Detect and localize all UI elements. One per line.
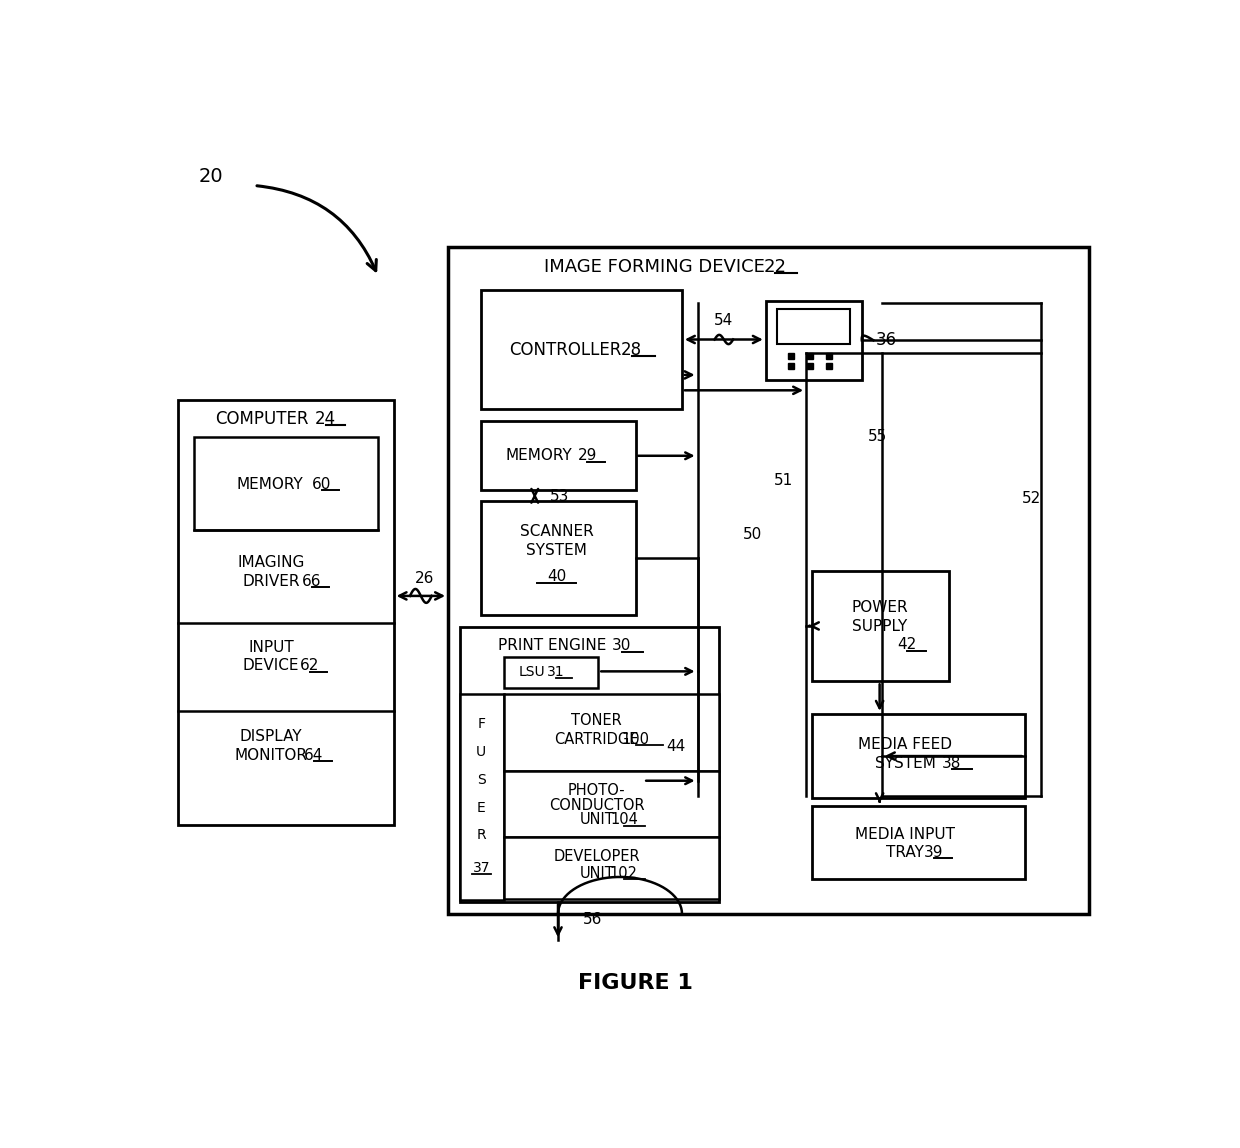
Text: POWER: POWER (852, 600, 908, 615)
Text: 38: 38 (942, 755, 961, 770)
Text: MEMORY: MEMORY (237, 476, 303, 491)
Text: INPUT: INPUT (248, 639, 294, 656)
Text: LSU: LSU (520, 665, 546, 680)
Text: 100: 100 (621, 731, 650, 746)
Text: S: S (477, 773, 486, 786)
Bar (812, 714, 1024, 798)
Text: MEDIA INPUT: MEDIA INPUT (856, 827, 955, 843)
Bar (812, 806, 1024, 878)
Text: 26: 26 (415, 572, 434, 587)
Bar (481, 290, 682, 409)
Bar (503, 693, 719, 770)
Bar (626, 773, 644, 789)
Bar (503, 657, 598, 688)
Text: 24: 24 (315, 410, 336, 428)
Text: SCANNER: SCANNER (520, 525, 593, 540)
Text: 29: 29 (578, 448, 598, 464)
Text: CONDUCTOR: CONDUCTOR (549, 798, 645, 813)
Text: CARTRIDGE: CARTRIDGE (554, 731, 639, 746)
Bar (766, 301, 862, 380)
Text: 52: 52 (1022, 490, 1040, 505)
Text: 53: 53 (551, 489, 569, 504)
Bar (179, 400, 394, 824)
Text: 44: 44 (667, 738, 686, 753)
Text: TONER: TONER (572, 713, 622, 728)
Bar (481, 502, 635, 615)
Text: 54: 54 (714, 312, 734, 327)
Text: TRAY: TRAY (887, 845, 924, 860)
Bar (503, 837, 719, 899)
Text: 20: 20 (198, 166, 223, 186)
Text: SUPPLY: SUPPLY (852, 619, 908, 634)
Bar (812, 571, 950, 682)
Text: E: E (477, 800, 486, 815)
Text: UNIT: UNIT (579, 813, 614, 828)
Text: 37: 37 (472, 861, 490, 875)
Text: 39: 39 (924, 845, 944, 860)
Text: 62: 62 (300, 659, 320, 674)
Text: CONTROLLER: CONTROLLER (510, 341, 622, 358)
Text: PHOTO-: PHOTO- (568, 783, 625, 798)
Text: 51: 51 (774, 473, 792, 488)
Text: DEVELOPER: DEVELOPER (553, 848, 640, 863)
Text: 28: 28 (621, 341, 642, 358)
Text: 60: 60 (312, 476, 331, 491)
Text: UNIT: UNIT (579, 866, 614, 881)
Text: 104: 104 (610, 813, 637, 828)
Text: DRIVER: DRIVER (243, 574, 300, 589)
Bar (448, 247, 1089, 914)
Bar (481, 421, 635, 490)
Text: 50: 50 (743, 527, 761, 542)
Text: 55: 55 (868, 429, 888, 444)
Text: 40: 40 (547, 569, 567, 584)
Text: IMAGE FORMING DEVICE: IMAGE FORMING DEVICE (544, 258, 765, 277)
Text: 66: 66 (301, 574, 321, 589)
Text: IMAGING: IMAGING (238, 556, 305, 571)
Text: SYSTEM: SYSTEM (874, 755, 936, 770)
Bar (193, 436, 378, 530)
Text: FIGURE 1: FIGURE 1 (578, 974, 693, 993)
Text: 36: 36 (875, 332, 897, 349)
Text: 30: 30 (611, 638, 631, 653)
Text: MONITOR: MONITOR (234, 747, 308, 762)
Text: 56: 56 (583, 912, 603, 926)
Text: F: F (477, 718, 485, 731)
Bar (460, 627, 719, 901)
Text: R: R (476, 829, 486, 843)
Bar (777, 309, 851, 344)
Bar (503, 770, 719, 837)
Bar (460, 693, 503, 900)
Text: 22: 22 (764, 258, 786, 277)
Text: DISPLAY: DISPLAY (239, 729, 303, 744)
Text: COMPUTER: COMPUTER (216, 410, 309, 428)
Text: 102: 102 (610, 866, 637, 881)
Text: PRINT ENGINE: PRINT ENGINE (497, 638, 606, 653)
Text: 64: 64 (304, 747, 324, 762)
Text: SYSTEM: SYSTEM (526, 543, 587, 558)
Text: MEDIA FEED: MEDIA FEED (858, 737, 952, 752)
Text: DEVICE: DEVICE (243, 659, 300, 674)
Text: MEMORY: MEMORY (505, 448, 572, 464)
Text: U: U (476, 745, 486, 759)
Text: 42: 42 (897, 637, 916, 652)
Text: 31: 31 (547, 665, 564, 680)
